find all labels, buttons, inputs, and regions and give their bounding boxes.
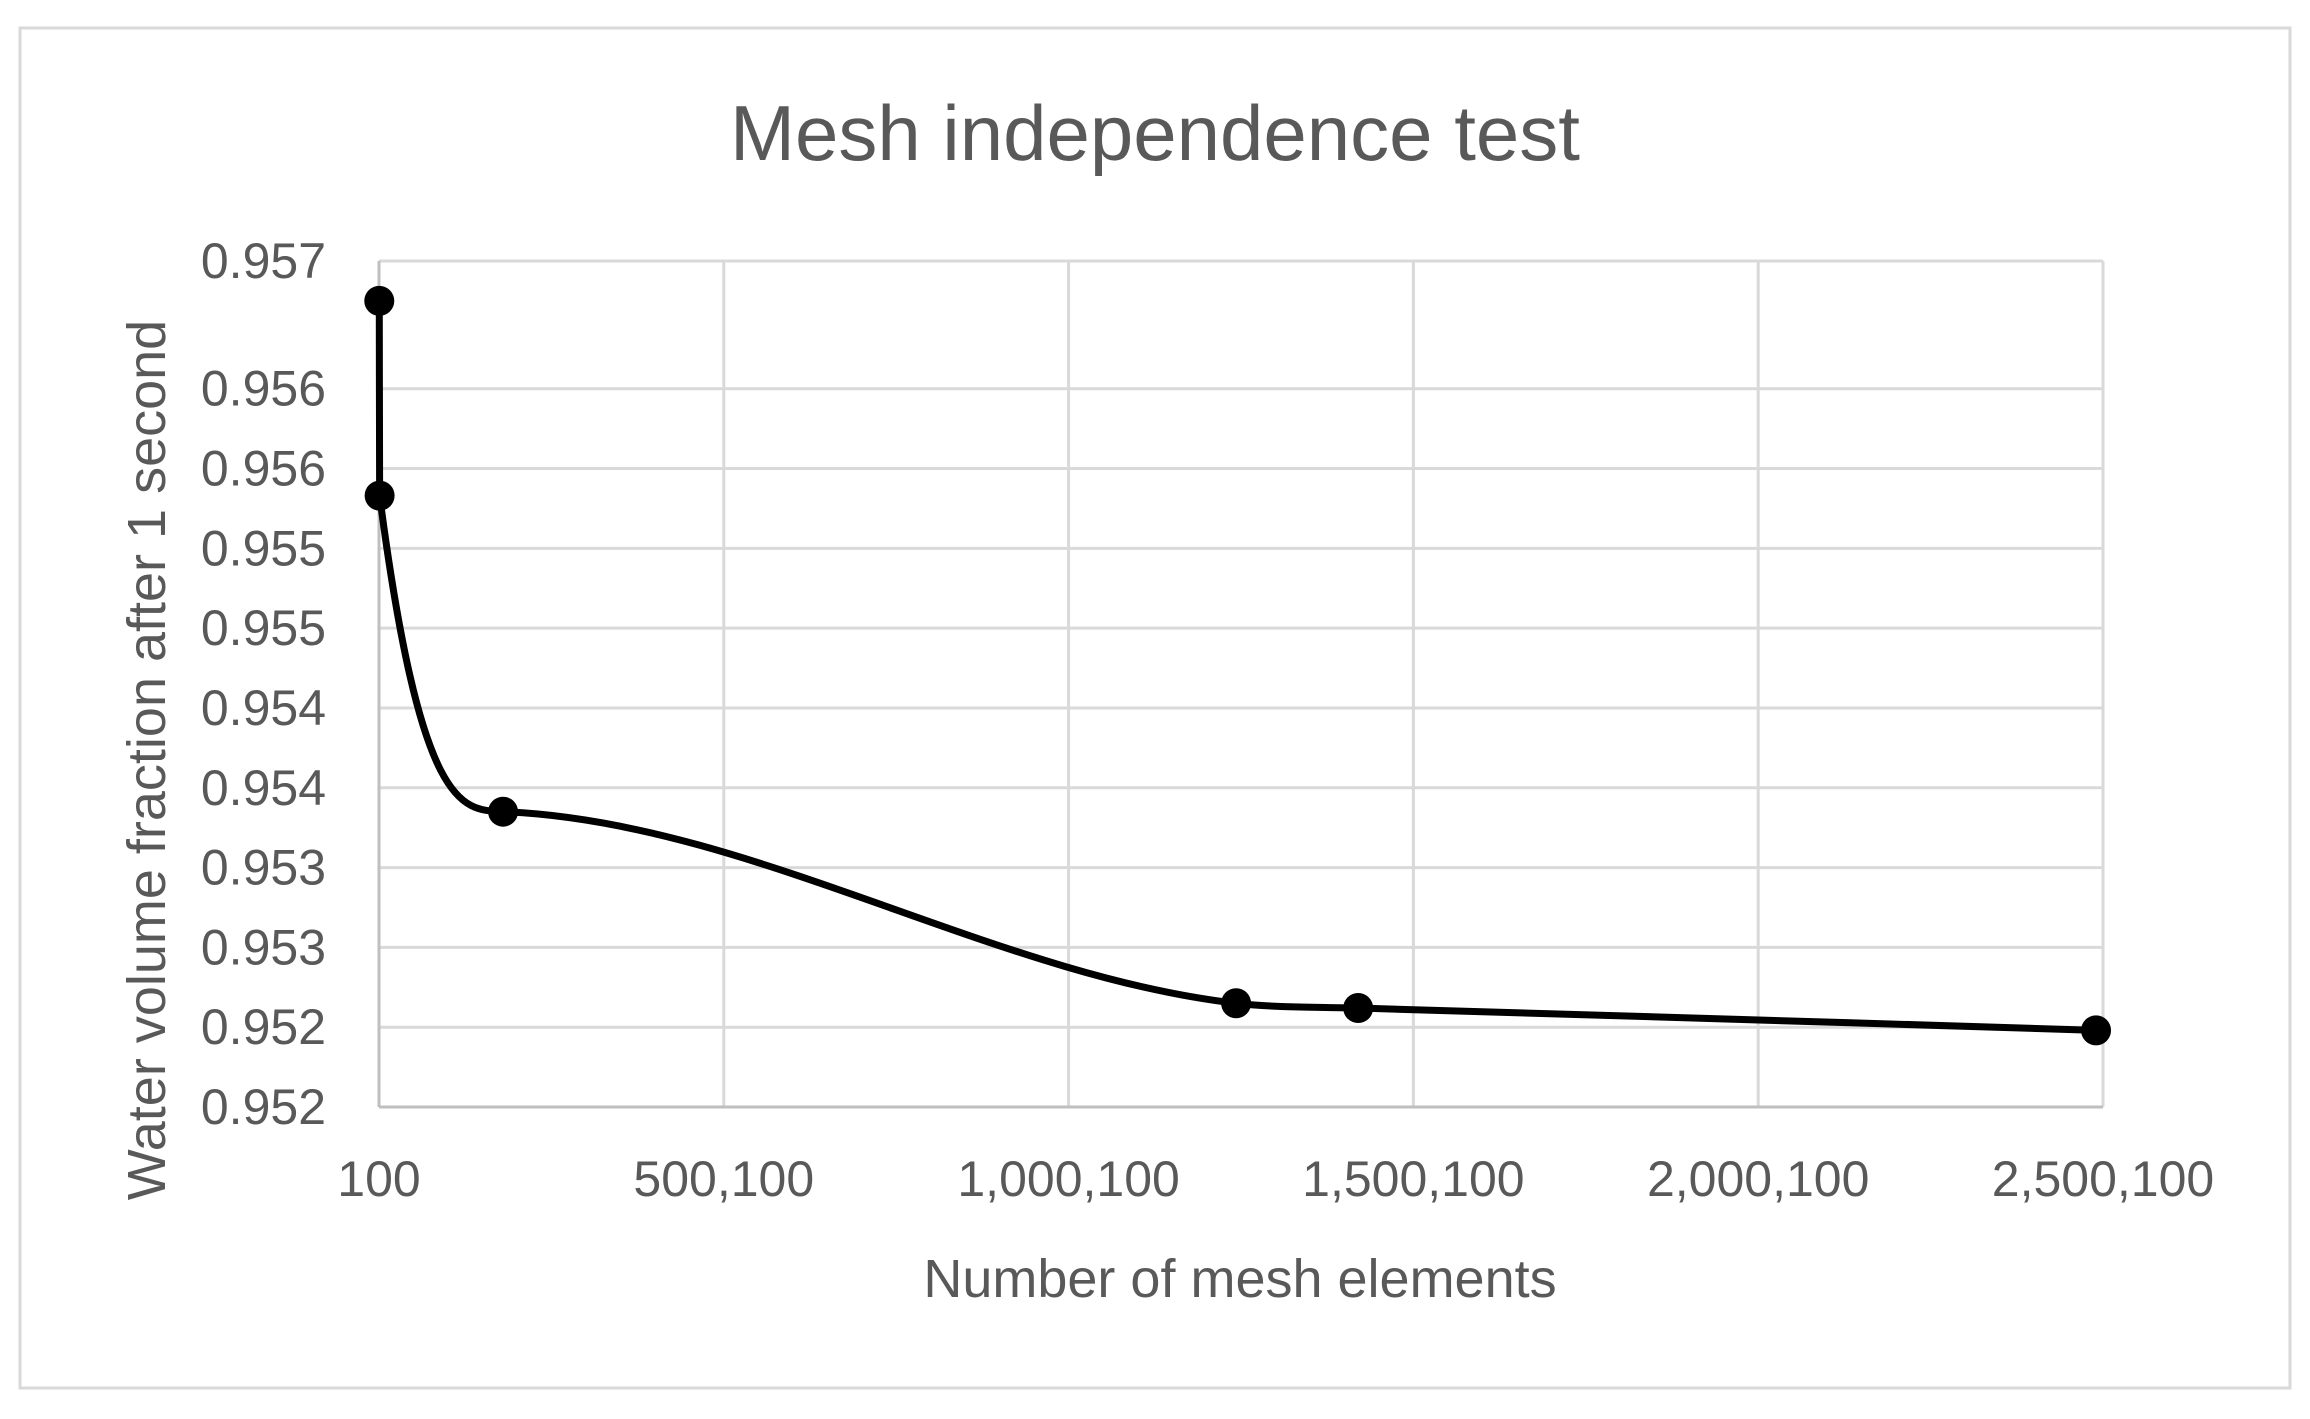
data-point (364, 285, 395, 316)
y-tick-label: 0.954 (201, 760, 326, 816)
y-tick-label: 0.953 (201, 919, 326, 975)
data-point (1343, 993, 1374, 1024)
series-layer (364, 285, 2112, 1046)
x-tick-label: 2,500,100 (1992, 1151, 2214, 1207)
y-tick-label: 0.954 (201, 680, 326, 736)
data-point (1221, 988, 1252, 1019)
data-point (488, 796, 519, 827)
y-tick-label: 0.953 (201, 840, 326, 896)
data-point (364, 480, 395, 511)
y-axis-title: Water volume fraction after 1 second (117, 320, 177, 1200)
x-tick-label: 100 (337, 1151, 420, 1207)
grid-layer (379, 259, 2105, 1107)
series-line (375, 297, 2100, 1034)
label-layer: 0.952 0.952 0.953 0.953 0.954 0.954 0.955 0.955… (201, 233, 2214, 1207)
y-tick-label: 0.955 (201, 600, 326, 656)
y-tick-label: 0.952 (201, 1079, 326, 1135)
x-tick-label: 1,500,100 (1302, 1151, 1524, 1207)
chart-title: Mesh independence test (730, 89, 1580, 177)
y-tick-label: 0.957 (201, 233, 326, 289)
x-tick-label: 2,000,100 (1647, 1151, 1869, 1207)
y-tick-label: 0.956 (201, 361, 326, 417)
x-axis-title: Number of mesh elements (923, 1249, 1556, 1309)
x-tick-label: 500,100 (633, 1151, 814, 1207)
data-point (2081, 1015, 2112, 1046)
x-tick-label: 1,000,100 (957, 1151, 1179, 1207)
y-tick-label: 0.955 (201, 520, 326, 576)
y-tick-label: 0.956 (201, 441, 326, 497)
y-tick-label: 0.952 (201, 999, 326, 1055)
